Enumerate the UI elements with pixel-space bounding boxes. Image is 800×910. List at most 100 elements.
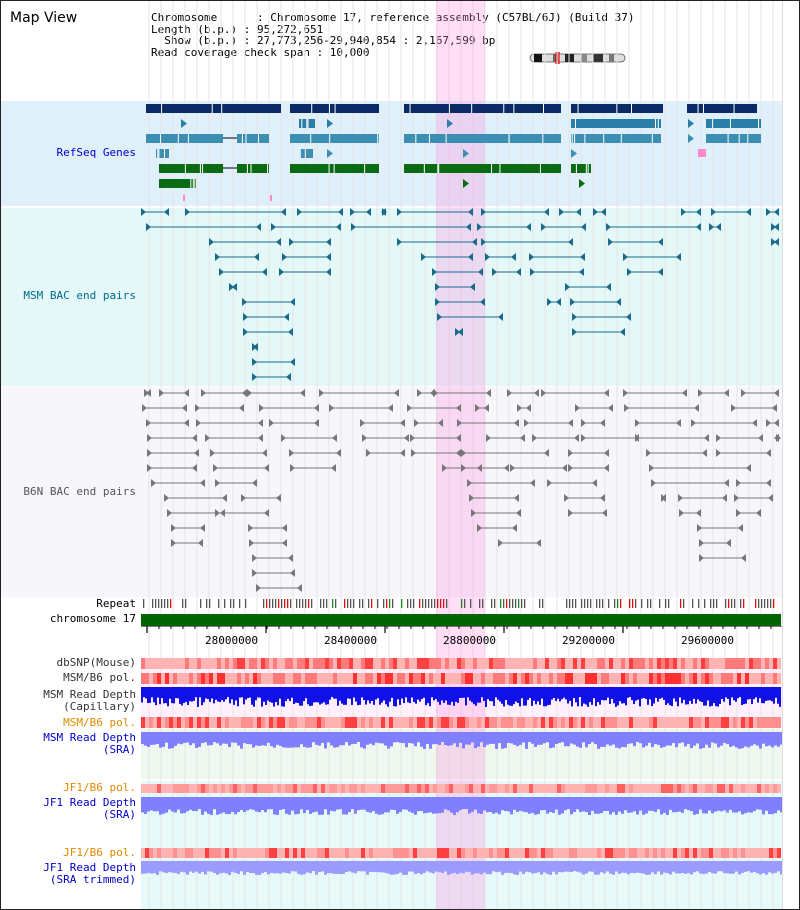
snp-density-cell — [357, 717, 361, 728]
read-depth-bar — [726, 861, 729, 874]
read-depth-bar — [738, 797, 741, 812]
snp-density-cell — [453, 784, 457, 793]
read-depth-bar — [150, 797, 153, 811]
snp-density-cell — [369, 717, 373, 728]
read-depth-bar — [541, 687, 543, 699]
read-depth-bar — [441, 861, 444, 874]
track-label-jf1-b6-pol-2[interactable]: JF1/B6 pol. — [63, 846, 136, 859]
track-label-msm-b6-pol-2[interactable]: MSM/B6 pol. — [63, 716, 136, 729]
snp-density-cell — [749, 673, 753, 684]
repeat-element — [464, 599, 466, 608]
read-depth-bar — [249, 732, 252, 745]
snp-density-cell — [641, 848, 645, 858]
read-depth-bar — [714, 861, 717, 874]
read-depth-bar — [159, 732, 162, 748]
snp-density-cell — [701, 717, 705, 728]
read-depth-bar — [285, 732, 288, 748]
track-label-msm-depth-capillary[interactable]: MSM Read Depth (Capillary) — [43, 688, 136, 713]
read-depth-bar — [552, 861, 555, 872]
read-depth-bar — [705, 797, 708, 814]
read-depth-bar — [513, 861, 516, 875]
read-depth-bar — [420, 797, 423, 812]
bac-end-pair — [635, 434, 640, 442]
snp-density-cell — [173, 673, 177, 684]
read-depth-bar — [393, 861, 396, 875]
snp-density-cell — [537, 784, 541, 793]
track-label-msm-b6-pol-1[interactable]: MSM/B6 pol. — [63, 671, 136, 684]
snp-density-cell — [709, 784, 713, 793]
read-depth-bar — [672, 861, 675, 872]
snp-density-cell — [253, 784, 257, 793]
read-depth-bar — [561, 797, 564, 814]
snp-density-cell — [357, 848, 361, 858]
snp-density-cell — [357, 658, 361, 669]
read-depth-bar — [567, 687, 569, 704]
track-label-msm-depth-sra[interactable]: MSM Read Depth (SRA) — [43, 731, 136, 756]
read-depth-bar — [745, 687, 747, 704]
read-depth-bar — [635, 687, 637, 701]
read-depth-bar — [687, 732, 690, 744]
bac-end-pair — [746, 464, 751, 472]
snp-density-cell — [469, 717, 473, 728]
chromosome-ideogram[interactable] — [529, 52, 627, 64]
snp-density-cell — [633, 658, 637, 669]
read-depth-bar — [180, 797, 183, 814]
read-depth-bar — [297, 687, 299, 704]
bac-end-pair — [252, 479, 257, 487]
snp-density-cell — [349, 658, 353, 669]
track-label-refseq[interactable]: RefSeq Genes — [56, 146, 136, 159]
read-depth-bar — [144, 732, 147, 746]
bac-end-pair — [461, 464, 466, 472]
bac-end-pair — [314, 419, 319, 427]
repeat-element — [155, 599, 157, 608]
snp-density-cell — [765, 717, 769, 728]
read-depth-bar — [402, 732, 405, 744]
read-depth-bar — [463, 687, 465, 698]
track-label-b6n-bac[interactable]: B6N BAC end pairs — [23, 485, 136, 498]
snp-density-cell — [473, 673, 477, 684]
snp-density-cell — [621, 673, 625, 684]
track-label-jf1-b6-pol-1[interactable]: JF1/B6 pol. — [63, 781, 136, 794]
bac-end-pair — [256, 584, 261, 592]
snp-density-cell — [249, 848, 253, 858]
read-depth-bar — [480, 861, 483, 875]
read-depth-bar — [405, 861, 408, 875]
read-depth-bar — [468, 861, 471, 873]
snp-density-cell — [205, 658, 209, 669]
track-label-jf1-depth-sra[interactable]: JF1 Read Depth (SRA) — [43, 796, 136, 821]
snp-density-cell — [553, 848, 557, 858]
snp-density-cell — [261, 673, 265, 684]
snp-density-cell — [321, 784, 325, 793]
track-label-msm-bac[interactable]: MSM BAC end pairs — [23, 289, 136, 302]
read-depth-bar — [367, 687, 369, 701]
read-depth-bar — [353, 687, 355, 698]
gene-feature — [481, 164, 561, 173]
snp-density-cell — [253, 848, 257, 858]
snp-density-cell — [449, 717, 453, 728]
repeat-element — [515, 599, 517, 608]
snp-density-cell — [381, 717, 385, 728]
snp-density-cell — [273, 717, 277, 728]
gene-feature — [688, 134, 694, 143]
track-label-dbsnp[interactable]: dbSNP(Mouse) — [56, 656, 136, 669]
snp-density-cell — [697, 717, 701, 728]
read-depth-bar — [179, 687, 181, 704]
track-label-jf1-depth-trimmed[interactable]: JF1 Read Depth (SRA trimmed) — [43, 861, 136, 886]
read-depth-bar — [171, 687, 173, 704]
snp-density-cell — [761, 784, 765, 793]
bac-end-pair — [480, 298, 485, 306]
snp-density-cell — [745, 848, 749, 858]
bac-end-pair — [608, 404, 613, 412]
bac-end-pair — [562, 464, 567, 472]
track-label-repeat[interactable]: Repeat — [96, 597, 136, 610]
read-depth-bar — [294, 797, 297, 815]
read-depth-bar — [228, 732, 231, 747]
snp-density-cell — [145, 673, 149, 684]
snp-density-cell — [449, 848, 453, 858]
snp-density-cell — [665, 848, 669, 858]
read-depth-bar — [330, 732, 333, 746]
bac-end-pair — [516, 509, 521, 517]
snp-density-cell — [533, 717, 537, 728]
